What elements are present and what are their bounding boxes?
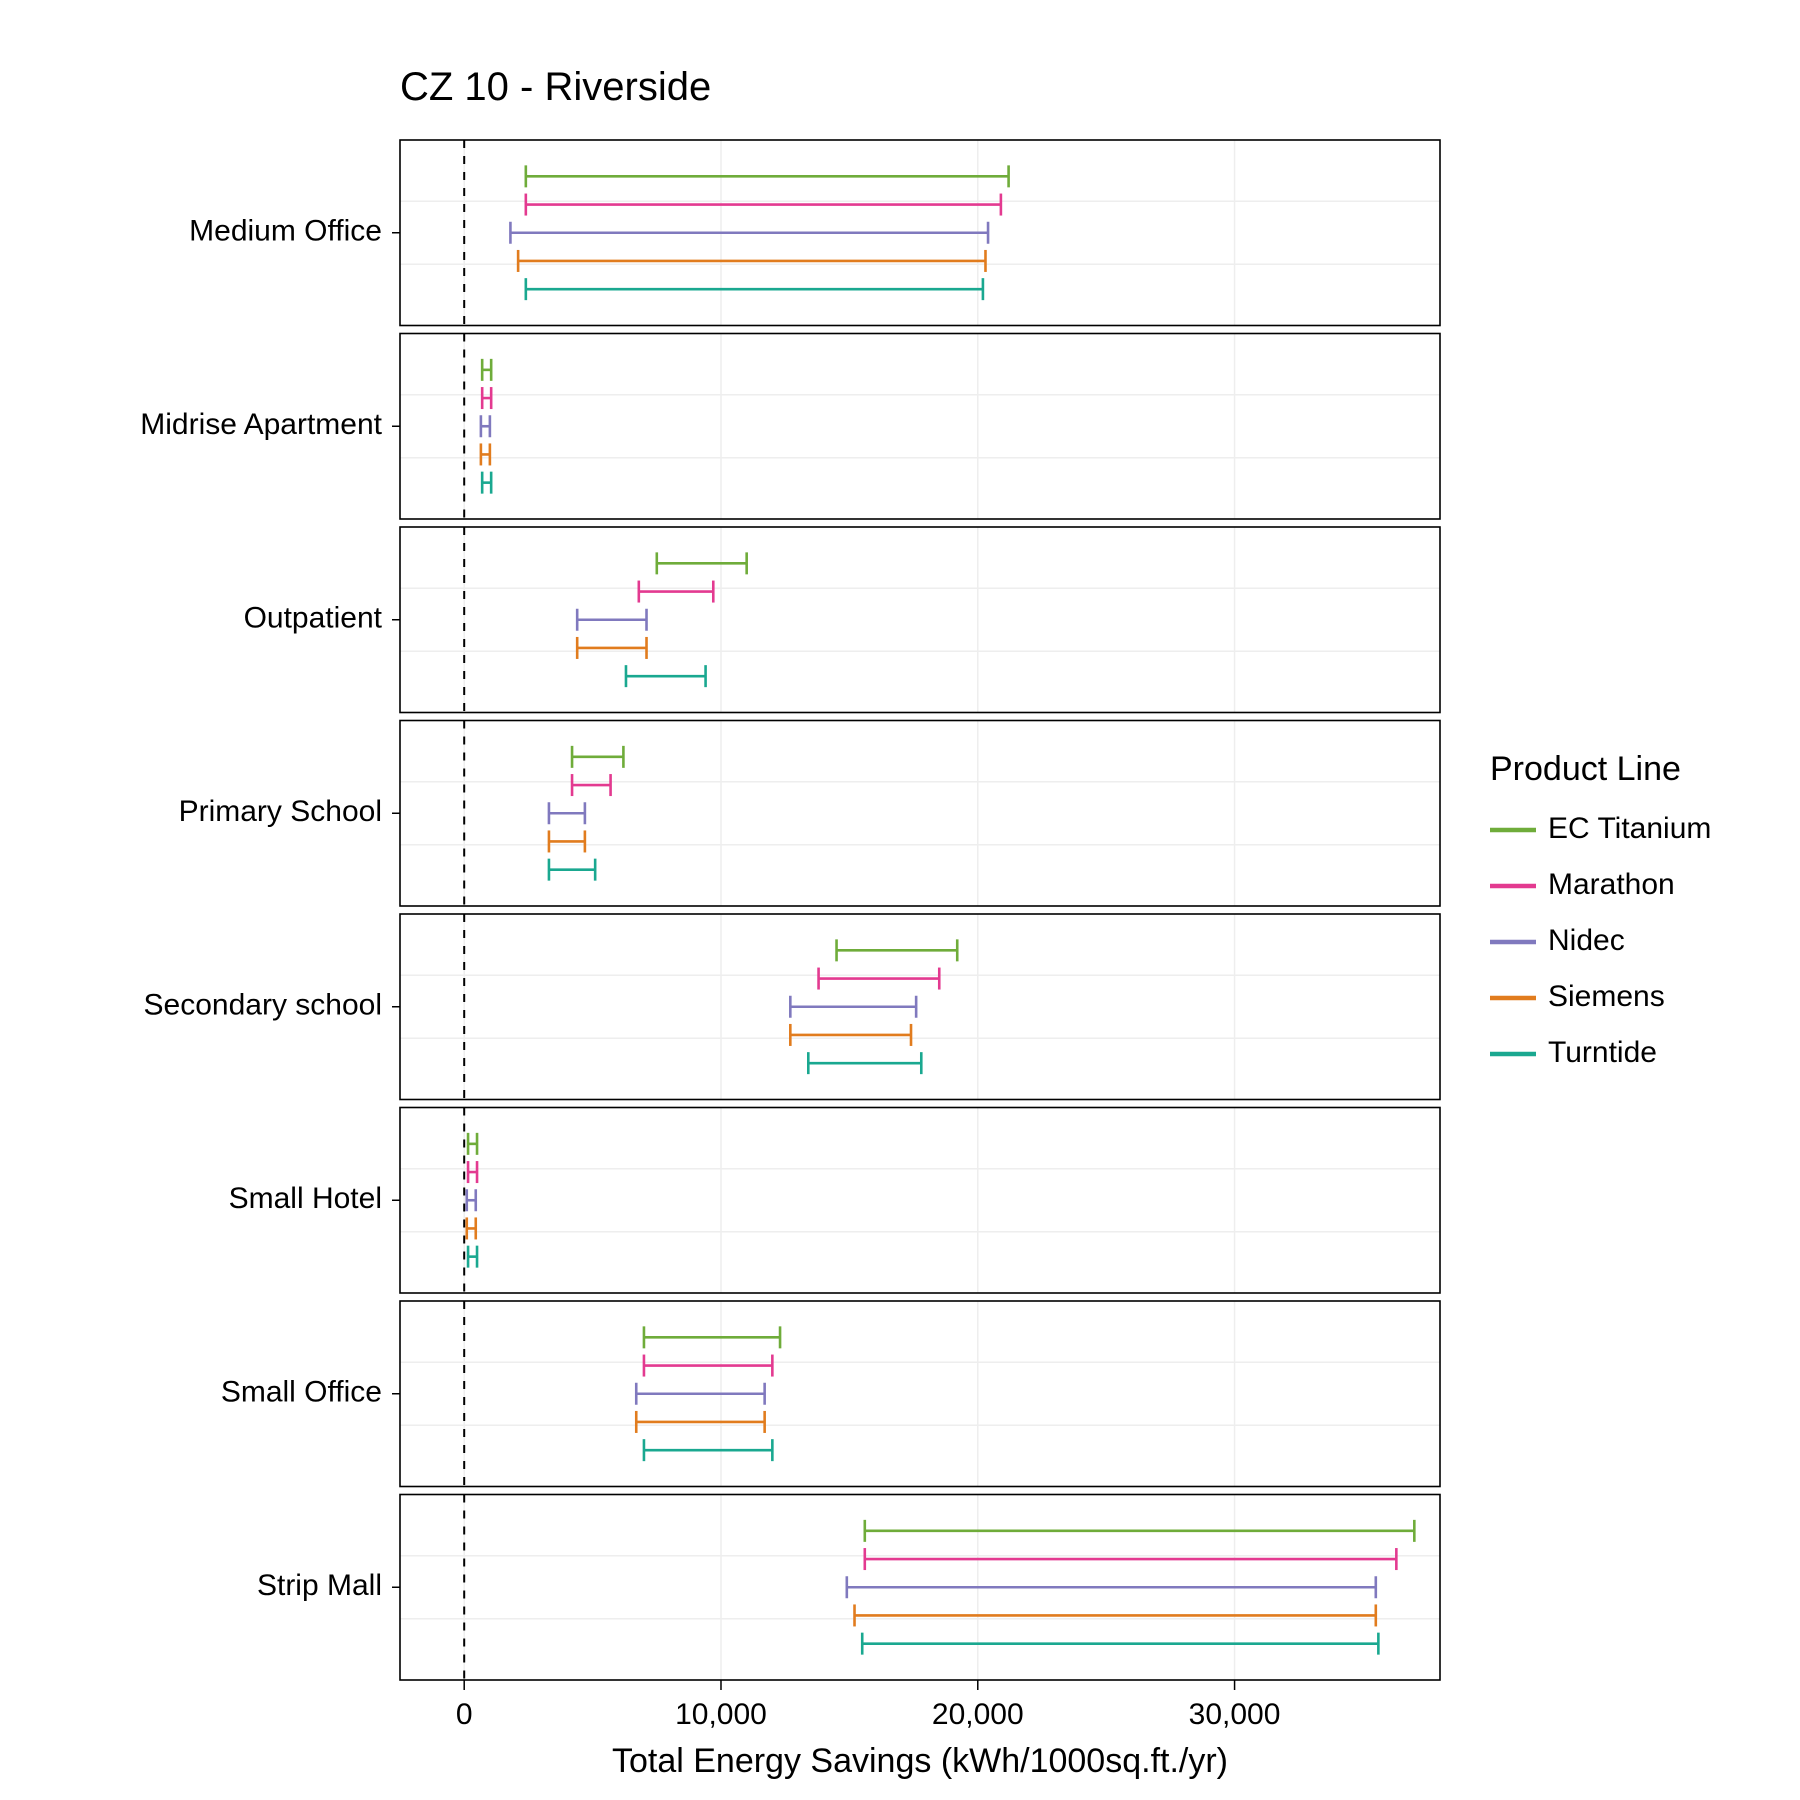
legend-label: Nidec [1548,924,1625,957]
legend-label: EC Titanium [1548,812,1711,845]
facet-label: Strip Mall [257,1569,382,1602]
facet-label: Medium Office [189,215,382,248]
x-tick-label: 0 [456,1698,473,1731]
chart-title: CZ 10 - Riverside [400,65,711,109]
legend-label: Siemens [1548,980,1665,1013]
x-tick-label: 10,000 [675,1698,767,1731]
facet-label: Small Hotel [229,1182,382,1215]
facet-label: Small Office [221,1376,382,1409]
facet-panel: Small Hotel [229,1108,1440,1294]
legend-label: Turntide [1548,1036,1657,1069]
facet-panel: Strip Mall [257,1495,1440,1681]
facet-label: Midrise Apartment [140,408,382,441]
facet-label: Secondary school [144,989,382,1022]
facet-label: Primary School [179,795,382,828]
legend-title: Product Line [1490,750,1681,788]
chart-container: CZ 10 - Riverside Medium Office Midrise Ap… [0,0,1800,1800]
facet-label: Outpatient [244,602,383,635]
x-tick-label: 30,000 [1189,1698,1281,1731]
legend-label: Marathon [1548,868,1675,901]
x-axis-title: Total Energy Savings (kWh/1000sq.ft./yr) [612,1742,1228,1780]
chart-svg: CZ 10 - Riverside Medium Office Midrise Ap… [0,0,1800,1800]
facet-panel: Outpatient [244,527,1440,713]
facet-panel: Small Office [221,1301,1440,1487]
x-tick-label: 20,000 [932,1698,1024,1731]
